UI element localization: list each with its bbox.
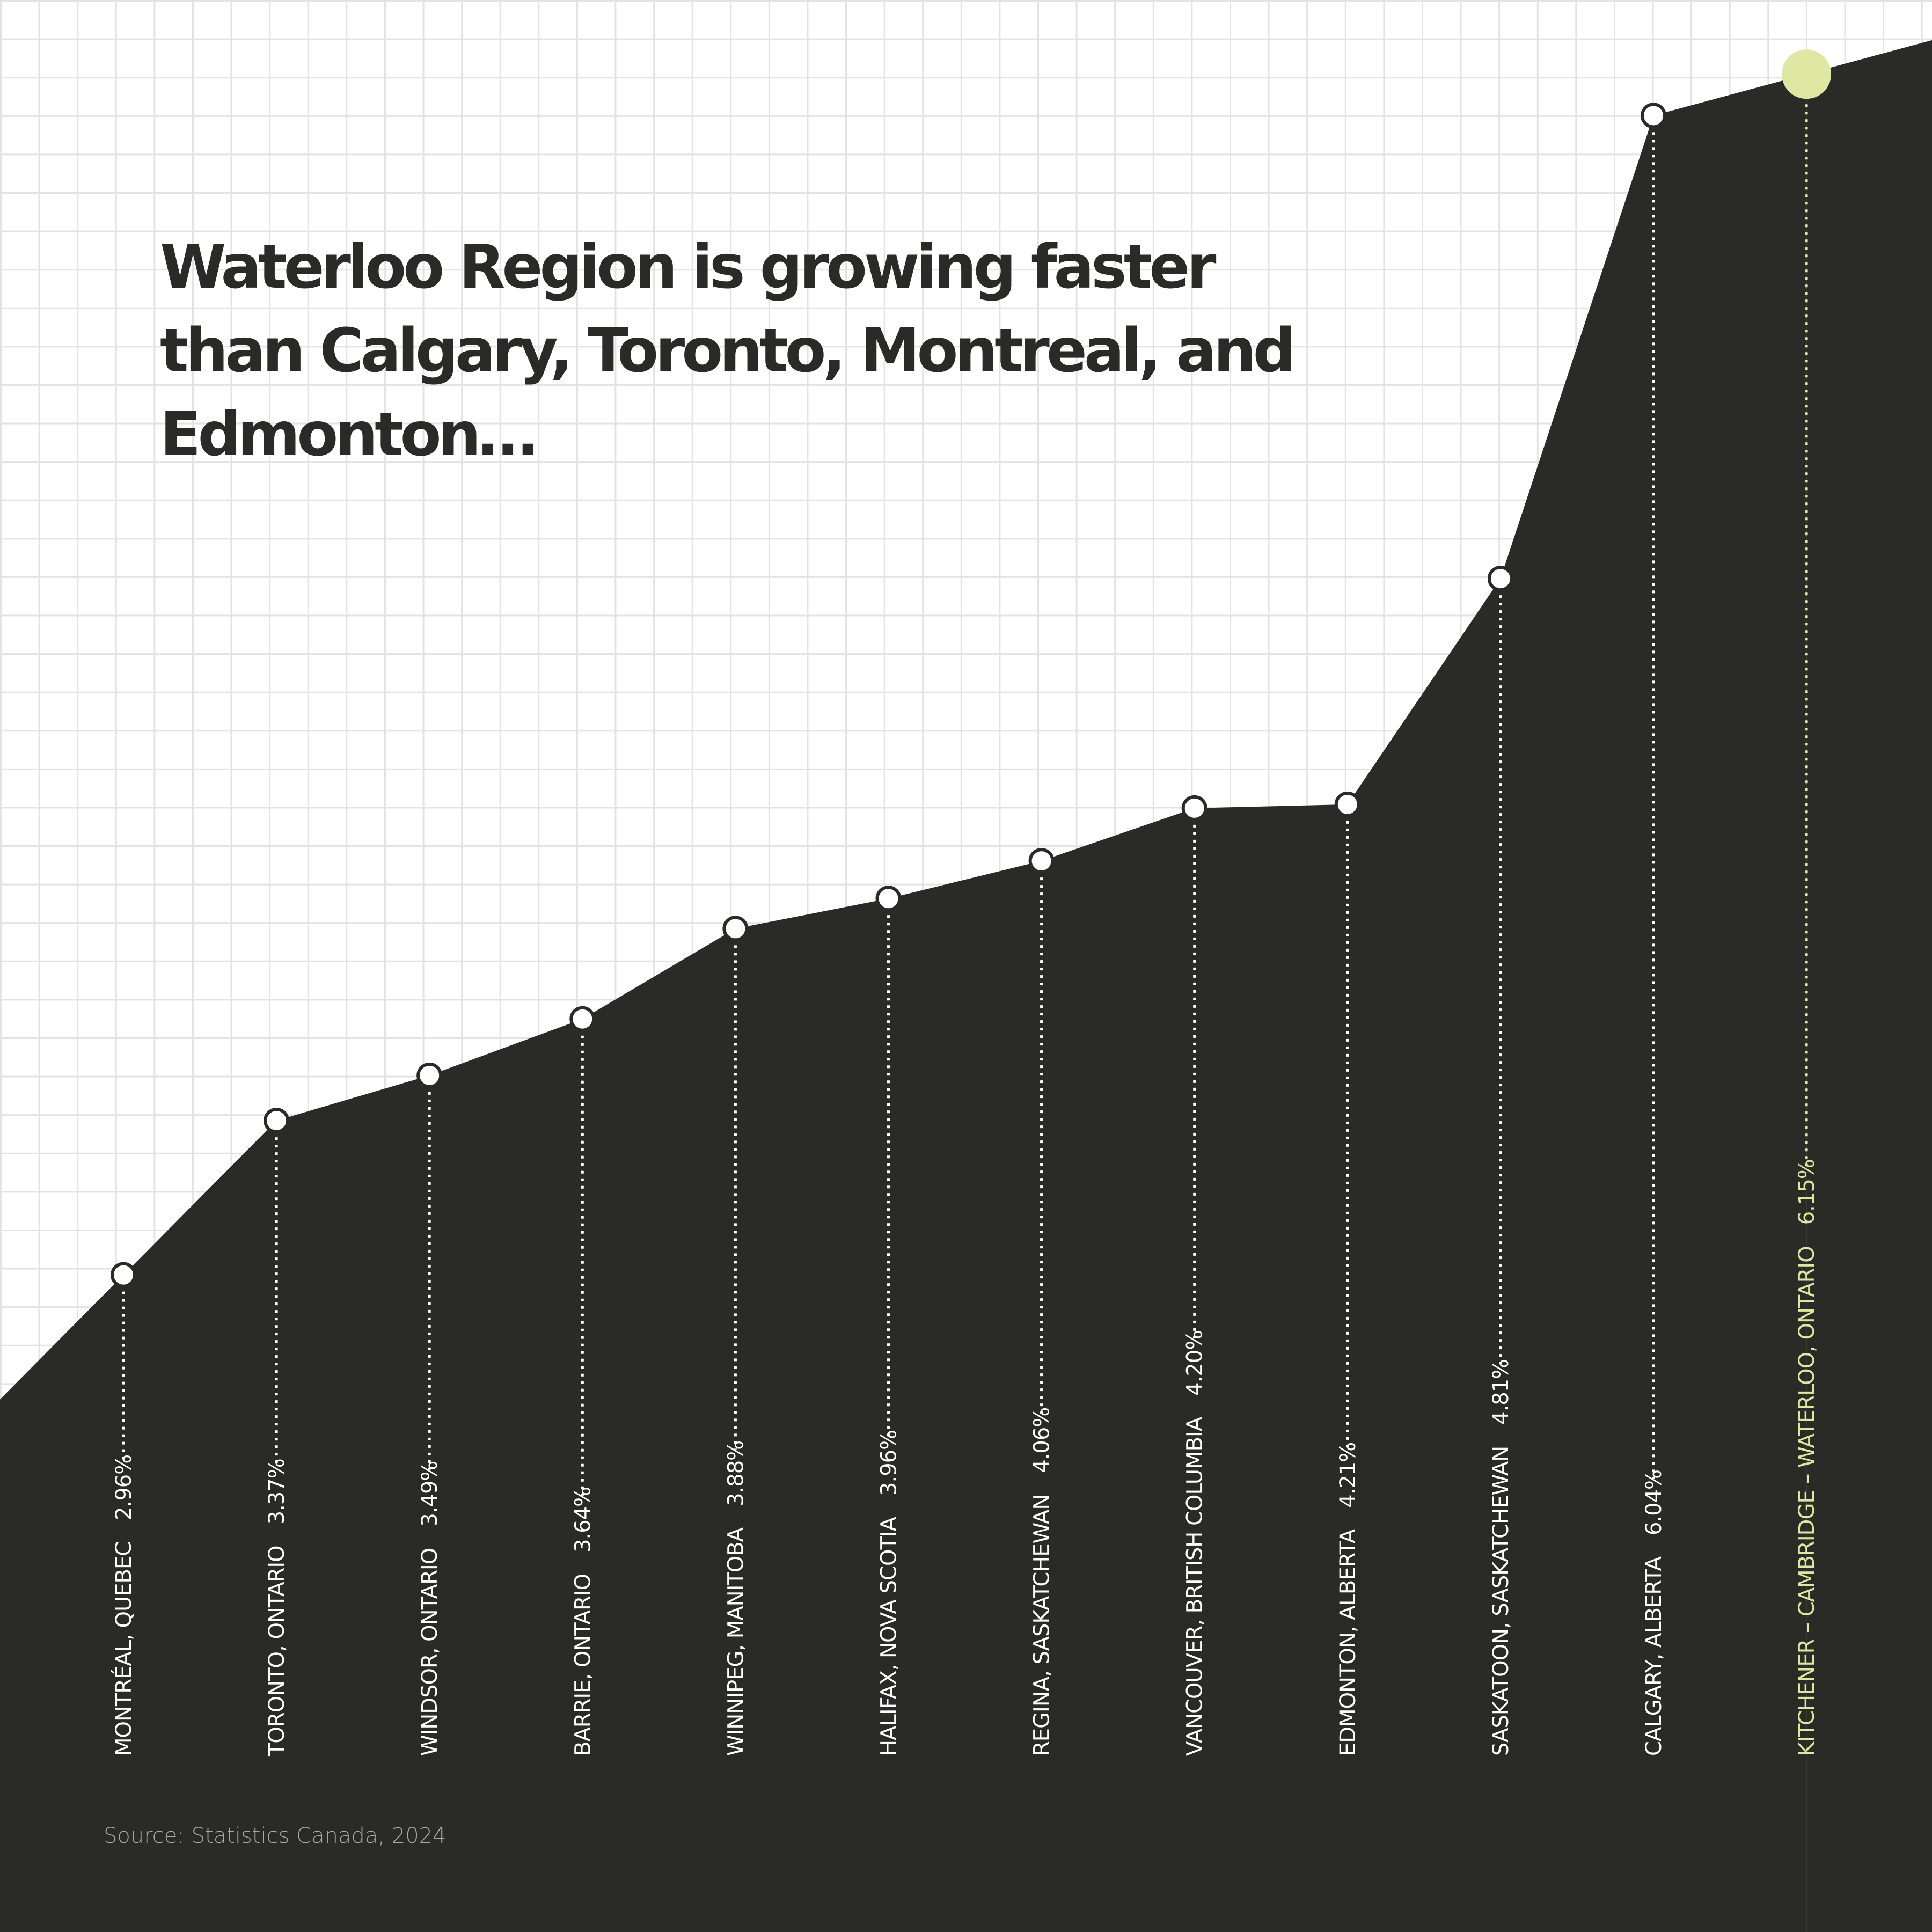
category-label: WINNIPEG, MANITOBA 3.88%: [723, 1441, 748, 1756]
category-name: TORONTO, ONTARIO: [265, 1546, 289, 1757]
point: [1641, 103, 1666, 129]
point: [416, 1062, 443, 1088]
value-label: 4.06%: [1030, 1408, 1055, 1473]
point: [264, 1108, 290, 1134]
point: [1181, 795, 1208, 821]
point: [875, 885, 902, 912]
category-label: EDMONTON, ALBERTA 4.21%: [1336, 1443, 1360, 1756]
category-name: HALIFAX, NOVA SCOTIA: [877, 1516, 902, 1756]
category-name: CALGARY, ALBERTA: [1642, 1556, 1666, 1756]
value-label: 3.49%: [418, 1461, 442, 1527]
point: [1334, 791, 1360, 817]
category-label: TORONTO, ONTARIO 3.37%: [265, 1459, 289, 1757]
point: [1028, 848, 1055, 874]
value-label: 6.15%: [1795, 1159, 1819, 1225]
category-name: SASKATOON, SASKATCHEWAN: [1489, 1446, 1513, 1756]
category-name: KITCHENER – CAMBRIDGE – WATERLOO, ONTARI…: [1795, 1246, 1819, 1756]
value-label: 4.81%: [1489, 1359, 1513, 1425]
value-label: 3.88%: [723, 1441, 748, 1506]
value-label: 4.21%: [1336, 1443, 1360, 1508]
category-label: HALIFAX, NOVA SCOTIA 3.96%: [877, 1430, 902, 1756]
value-label: 6.04%: [1642, 1470, 1666, 1535]
category-name: MONTRÉAL, QUEBEC: [111, 1542, 136, 1756]
category-label: KITCHENER – CAMBRIDGE – WATERLOO, ONTARI…: [1795, 1159, 1819, 1756]
category-label: SASKATOON, SASKATCHEWAN 4.81%: [1489, 1359, 1513, 1756]
chart-title: Waterloo Region is growing faster than C…: [160, 232, 1296, 470]
value-label: 4.20%: [1183, 1330, 1208, 1396]
category-label: VANCOUVER, BRITISH COLUMBIA 4.20%: [1183, 1330, 1208, 1756]
value-label: 3.64%: [570, 1487, 595, 1553]
category-name: WINNIPEG, MANITOBA: [723, 1527, 748, 1756]
value-label: 3.37%: [265, 1459, 289, 1524]
category-label: MONTRÉAL, QUEBEC 2.96%: [111, 1455, 136, 1756]
point: [722, 916, 749, 942]
category-name: WINDSOR, ONTARIO: [418, 1548, 442, 1756]
category-label: REGINA, SASKATCHEWAN 4.06%: [1030, 1408, 1055, 1756]
point: [1487, 566, 1513, 592]
highlight-point: [1782, 49, 1832, 99]
category-label: BARRIE, ONTARIO 3.64%: [570, 1487, 595, 1756]
point: [111, 1262, 136, 1288]
source: Source: Statistics Canada, 2024: [104, 1824, 447, 1848]
point: [569, 1006, 596, 1032]
category-name: BARRIE, ONTARIO: [570, 1574, 595, 1756]
category-name: REGINA, SASKATCHEWAN: [1030, 1495, 1055, 1756]
category-label: CALGARY, ALBERTA 6.04%: [1642, 1470, 1666, 1756]
value-label: 3.96%: [877, 1430, 902, 1496]
area: [123, 74, 1807, 1932]
category-name: VANCOUVER, BRITISH COLUMBIA: [1183, 1416, 1208, 1756]
category-label: WINDSOR, ONTARIO 3.49%: [418, 1461, 442, 1756]
value-label: 2.96%: [112, 1455, 136, 1520]
category-name: EDMONTON, ALBERTA: [1336, 1528, 1360, 1756]
area-extension: [0, 1275, 123, 1932]
area-extension: [1806, 40, 1932, 1932]
